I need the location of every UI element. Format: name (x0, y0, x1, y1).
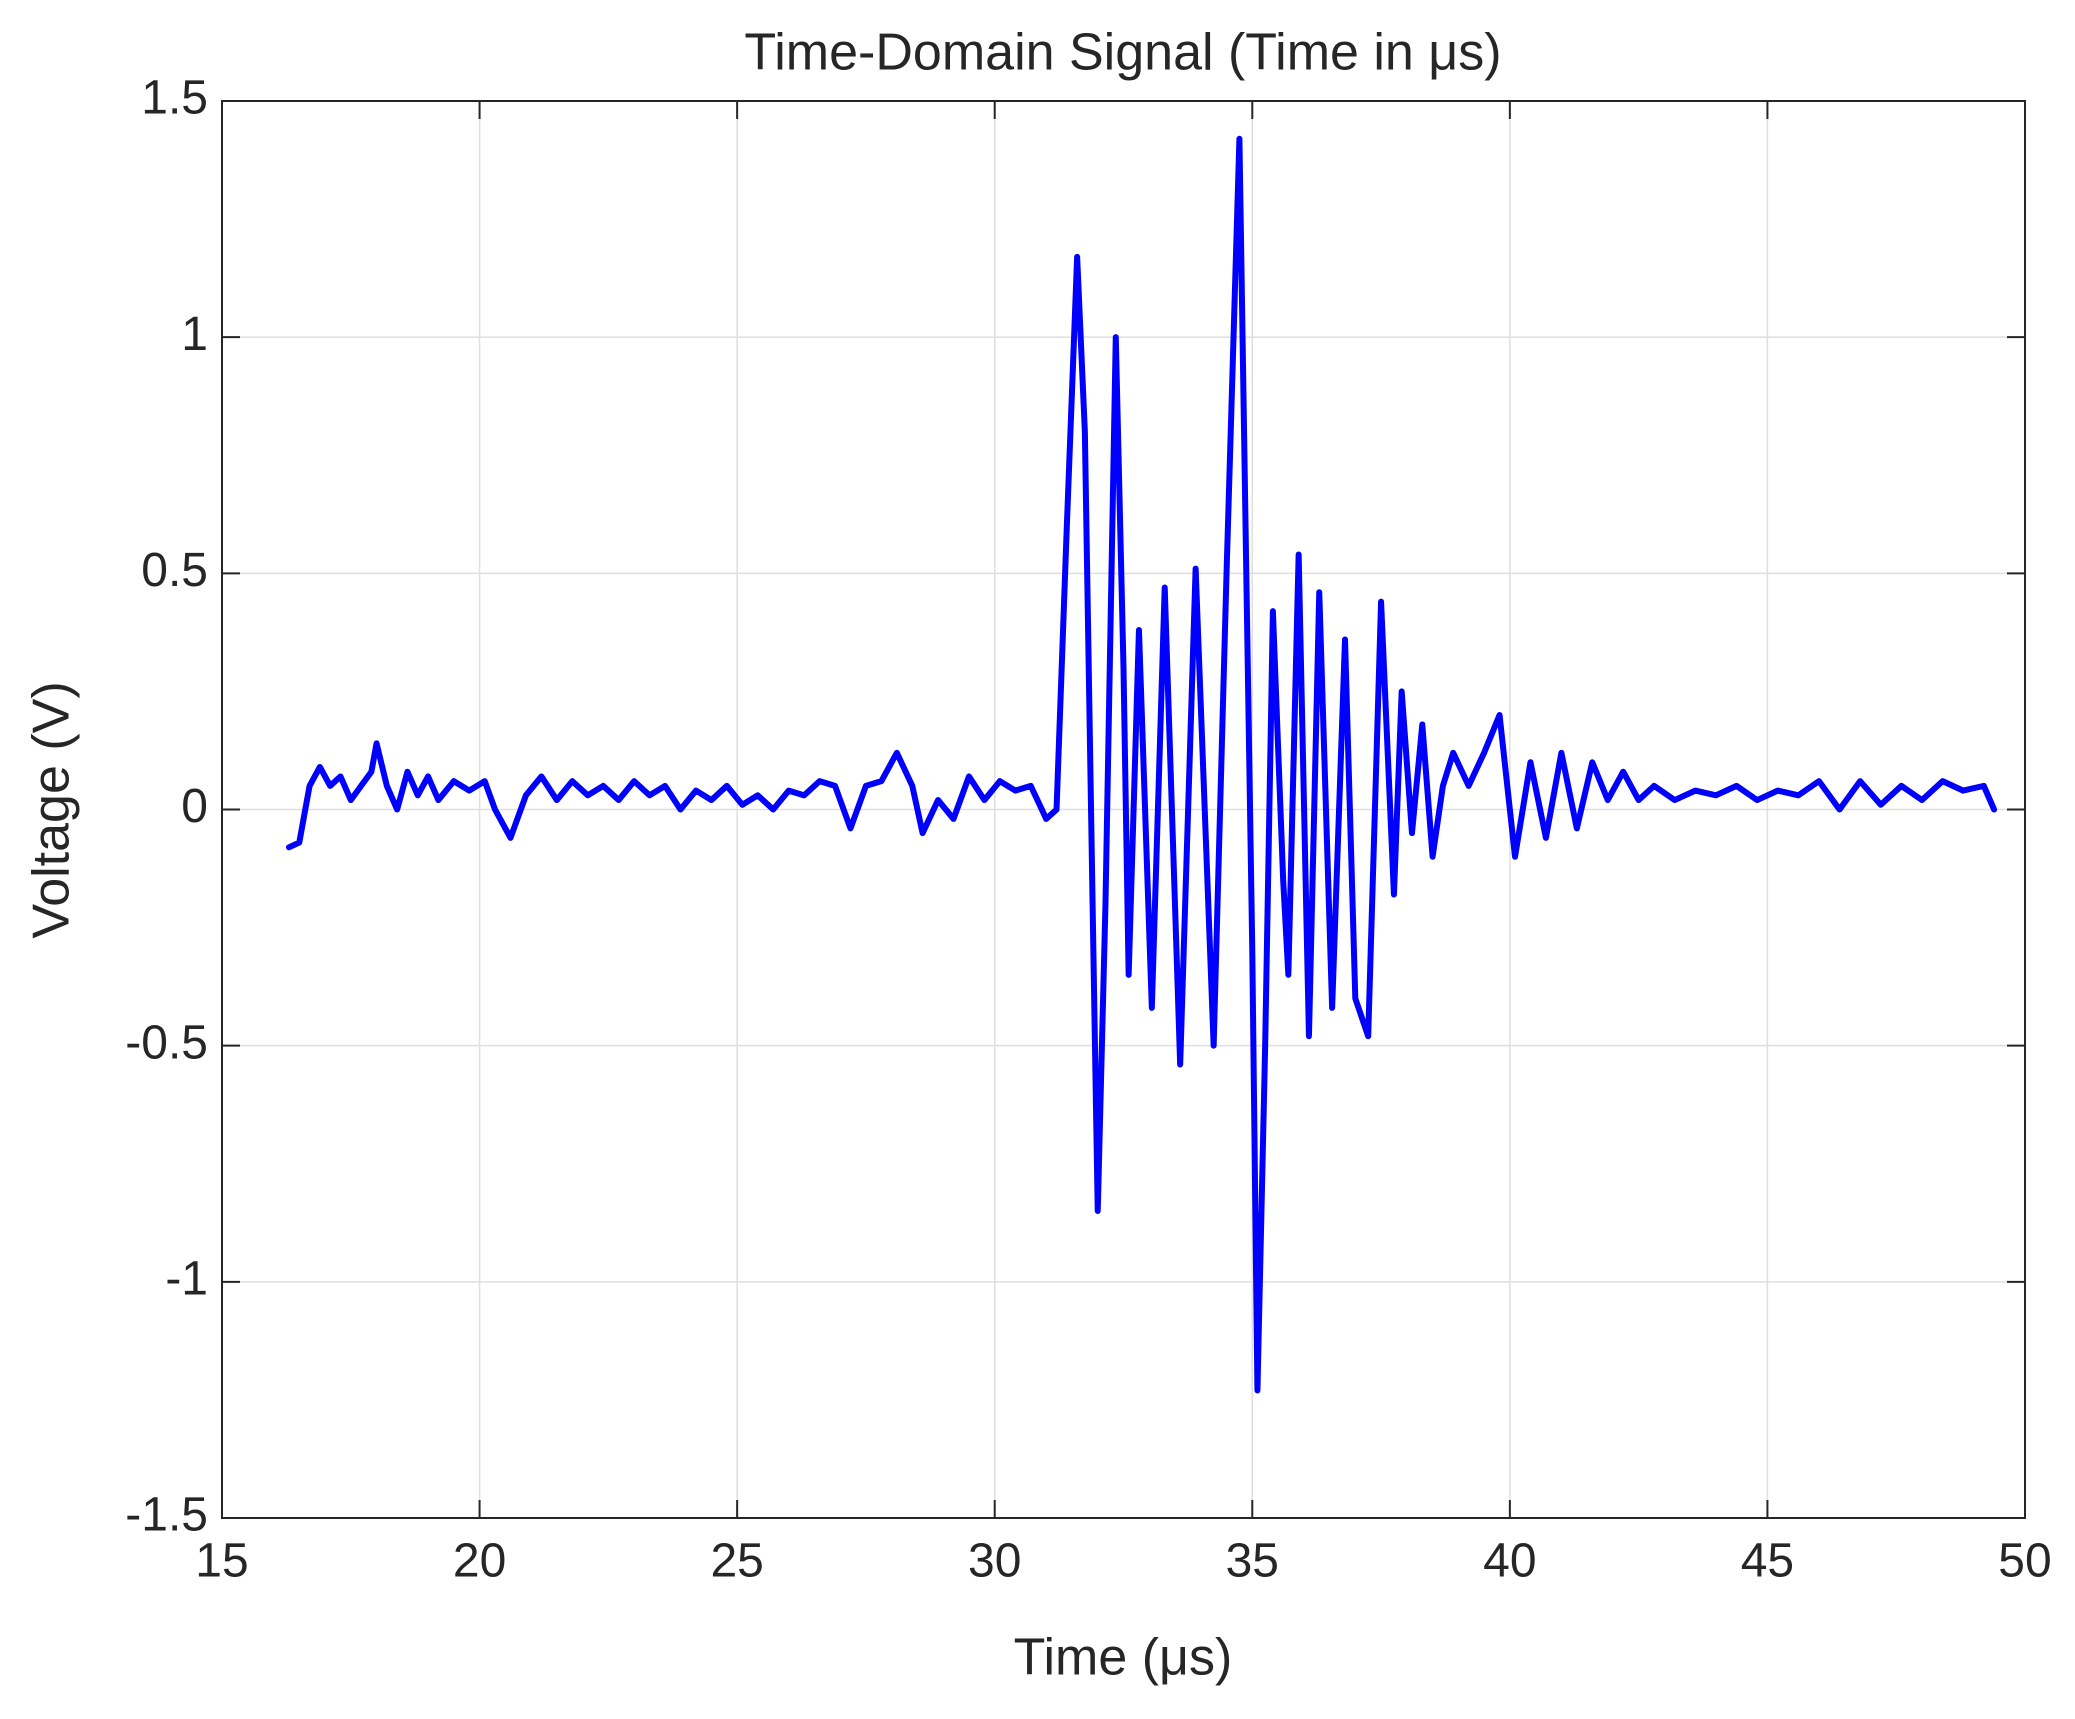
x-tick-label: 25 (710, 1535, 763, 1588)
y-tick-label: -0.5 (125, 1016, 208, 1069)
plot-frame (221, 100, 2026, 1519)
chart-title: Time-Domain Signal (Time in μs) (744, 24, 1501, 82)
signal-line (285, 135, 1998, 1394)
x-tick-label: 20 (453, 1535, 506, 1588)
x-tick-label: 45 (1741, 1535, 1794, 1588)
y-tick-label: 1.5 (141, 72, 208, 125)
x-tick-label: 40 (1483, 1535, 1536, 1588)
y-tick-label: 0.5 (141, 544, 208, 597)
y-tick-label: 0 (181, 780, 208, 833)
x-axis-label: Time (μs) (1014, 1629, 1233, 1687)
x-tick-label: 15 (195, 1535, 248, 1588)
y-tick-label: 1 (181, 308, 208, 361)
x-tick-label: 35 (1226, 1535, 1279, 1588)
y-tick-label: -1.5 (125, 1489, 208, 1542)
y-tick-label: -1 (165, 1253, 208, 1306)
x-tick-label: 50 (1998, 1535, 2051, 1588)
x-tick-label: 30 (968, 1535, 1021, 1588)
y-axis-label: Voltage (V) (23, 681, 81, 938)
